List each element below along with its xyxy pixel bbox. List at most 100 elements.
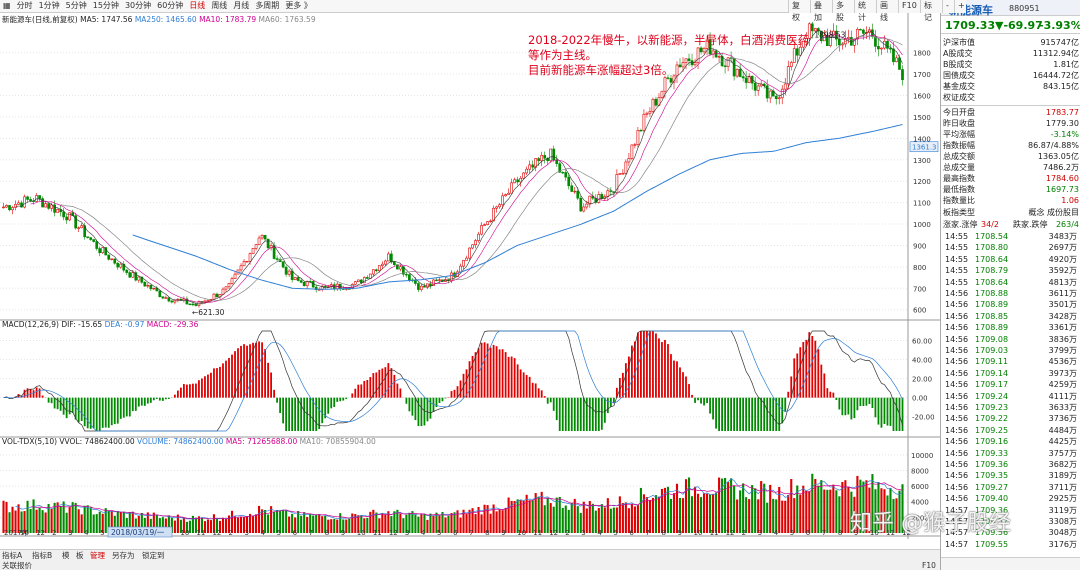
tick-row[interactable]: 14:56 1709.14 3973万 [943, 368, 1079, 379]
bottom-tab[interactable]: 管理 [90, 551, 105, 560]
tick-row[interactable]: 14:56 1709.35 3189万 [943, 470, 1079, 481]
period-tab[interactable]: 分时 [16, 1, 33, 10]
volume-tick-label: 2000 [911, 514, 929, 522]
stat-row: 最高指数 1784.60 [943, 173, 1079, 184]
period-tab[interactable]: 月线 [233, 1, 250, 10]
tick-row[interactable]: 14:57 1709.57 3308万 [943, 516, 1079, 527]
tick-price: 1708.64 [975, 254, 1009, 264]
tick-volume: 4425万 [1048, 437, 1077, 447]
volume-bar [474, 514, 477, 533]
period-tab[interactable]: 多周期 [255, 1, 280, 10]
price-panel-legend: 新能源车(日线,前复权) MA5: 1747.56 MA250: 1465.60… [2, 15, 316, 25]
tick-row[interactable]: 14:56 1709.33 3757万 [943, 448, 1079, 459]
candle-body [687, 58, 691, 61]
candle-body [465, 257, 468, 261]
tick-row[interactable]: 14:56 1709.27 3711万 [943, 482, 1079, 493]
volume-bar [98, 511, 101, 533]
period-tab[interactable]: 60分钟 [157, 1, 184, 10]
f10-button[interactable]: F10 [922, 561, 936, 570]
tick-row[interactable]: 14:55 1708.64 4813万 [943, 277, 1079, 288]
selected-date-label: 2018/03/19/一 [111, 528, 165, 537]
tick-row[interactable]: 14:56 1708.88 3611万 [943, 288, 1079, 299]
bottom-tab[interactable]: 板 [76, 551, 84, 560]
tick-row[interactable]: 14:56 1709.17 4259万 [943, 379, 1079, 390]
toolbar-button[interactable]: 统计 [854, 0, 876, 22]
candle-body [768, 90, 772, 99]
volume-bar [230, 510, 234, 533]
tick-row[interactable]: 14:56 1709.03 3799万 [943, 345, 1079, 356]
tick-row[interactable]: 14:57 1709.55 3176万 [943, 539, 1079, 550]
tick-row[interactable]: 14:56 1709.22 3736万 [943, 413, 1079, 424]
volume-bar [236, 517, 240, 533]
tick-row[interactable]: 14:56 1709.40 2925万 [943, 493, 1079, 504]
tick-row[interactable]: 14:56 1709.08 3836万 [943, 334, 1079, 345]
candle-body [170, 300, 174, 303]
period-tab[interactable]: 15分钟 [92, 1, 119, 10]
chart-area[interactable]: 600 700 800 900 1000 1100 1200 1300 1400 1500 1600… [0, 13, 940, 539]
tick-row[interactable]: 14:57 1709.36 3119万 [943, 505, 1079, 516]
tick-row[interactable]: 14:56 1709.36 3682万 [943, 459, 1079, 470]
toolbar-button[interactable]: F10 [898, 0, 920, 13]
candle-body [104, 247, 108, 256]
tick-price: 1709.36 [975, 460, 1009, 469]
toolbar-button[interactable]: + [954, 0, 966, 13]
x-tick-label: 12 [902, 529, 911, 537]
tick-row[interactable]: 14:55 1708.54 3483万 [943, 231, 1079, 242]
tick-row[interactable]: 14:56 1709.16 4425万 [943, 436, 1079, 447]
period-tab[interactable]: 5分钟 [65, 1, 87, 10]
tick-row[interactable]: 14:55 1708.79 3592万 [943, 265, 1079, 276]
candle-body [212, 293, 216, 300]
bottom-tab[interactable]: 指标A [2, 551, 23, 560]
toolbar-button[interactable]: 标记 [920, 0, 942, 22]
tick-row[interactable]: 14:55 1708.80 2697万 [943, 242, 1079, 253]
tick-row[interactable]: 14:56 1708.89 3501万 [943, 299, 1079, 310]
volume-bar [146, 512, 149, 533]
bottom-tab[interactable]: 另存为 [112, 551, 135, 560]
bottom-tab[interactable]: 指标B [32, 551, 53, 560]
volume-bar [793, 498, 796, 533]
period-tab[interactable]: 1分钟 [38, 1, 60, 10]
volume-bar [696, 493, 700, 533]
volume-bar [164, 518, 167, 533]
chart-svg[interactable]: 600 700 800 900 1000 1100 1200 1300 1400 1500 1600… [0, 13, 940, 539]
volume-bar [324, 515, 327, 533]
candle-body [513, 179, 516, 184]
candle-body [579, 197, 583, 212]
tick-row[interactable]: 14:57 1709.56 3048万 [943, 527, 1079, 538]
toolbar-button[interactable]: - [942, 0, 954, 13]
tick-row[interactable]: 14:56 1709.23 3633万 [943, 402, 1079, 413]
candle-body [146, 284, 150, 287]
bottom-tab[interactable]: 模 [62, 551, 70, 560]
tick-row[interactable]: 14:56 1709.24 4111万 [943, 391, 1079, 402]
volume-bar [32, 499, 35, 533]
period-tab[interactable]: 更多 》 [285, 1, 312, 10]
candle-body [543, 155, 547, 159]
toolbar-button[interactable]: 画线 [876, 0, 898, 22]
volume-bar [736, 499, 739, 533]
candle-body [651, 98, 655, 112]
toolbar-button[interactable]: 叠加 [810, 0, 832, 22]
bottom-tab[interactable]: 锁定到 [142, 551, 165, 560]
candle-body [185, 298, 189, 305]
period-tab[interactable]: 30分钟 [124, 1, 152, 10]
tick-row[interactable]: 14:55 1708.64 4920万 [943, 254, 1079, 265]
stat-row: 国债成交 16444.72亿 [943, 70, 1079, 81]
toolbar-button[interactable]: 复权 [788, 0, 810, 22]
toolbar-button[interactable]: 多股 [832, 0, 854, 22]
volume-bar [294, 517, 297, 533]
candle-body [137, 276, 141, 281]
period-tab[interactable]: 周线 [211, 1, 228, 10]
volume-bar [29, 508, 32, 533]
related-quotes-tab[interactable]: 关联报价 [2, 561, 32, 570]
candle-body [648, 111, 652, 114]
tick-row[interactable]: 14:56 1708.89 3361万 [943, 322, 1079, 333]
tick-row[interactable]: 14:56 1709.11 4536万 [943, 356, 1079, 367]
tick-time: 14:56 [945, 391, 969, 401]
volume-bar [742, 483, 745, 533]
period-tab[interactable]: 日线 [189, 1, 206, 10]
candle-body [402, 266, 405, 275]
candle-body [38, 195, 41, 199]
candle-body [95, 241, 99, 249]
tick-row[interactable]: 14:56 1709.25 4484万 [943, 425, 1079, 436]
tick-row[interactable]: 14:56 1708.85 3428万 [943, 311, 1079, 322]
